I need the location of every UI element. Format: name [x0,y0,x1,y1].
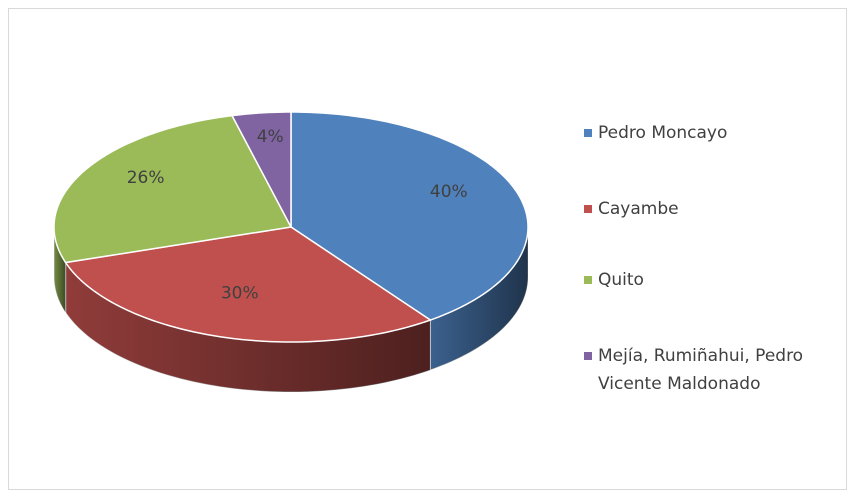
legend-swatch [584,205,592,213]
slice [53,114,293,264]
data-label: 26% [127,168,165,188]
slice [64,226,432,343]
data-label: 30% [221,284,259,304]
side-shade [65,262,431,392]
legend-label: Pedro Moncayo [598,123,728,143]
side-shade [430,227,528,371]
legend-label: Mejía, Rumiñahui, Pedro Vicente Maldonad… [598,346,804,394]
legend-label: Quito [598,270,644,290]
legend-label: Cayambe [598,199,679,219]
slice [230,111,292,228]
legend-swatch [584,352,592,360]
legend-swatch [584,129,592,137]
legend-swatch [584,276,592,284]
side-shade [54,227,66,313]
data-label: 40% [430,182,468,202]
slice [290,111,529,321]
data-label: 4% [257,127,284,147]
